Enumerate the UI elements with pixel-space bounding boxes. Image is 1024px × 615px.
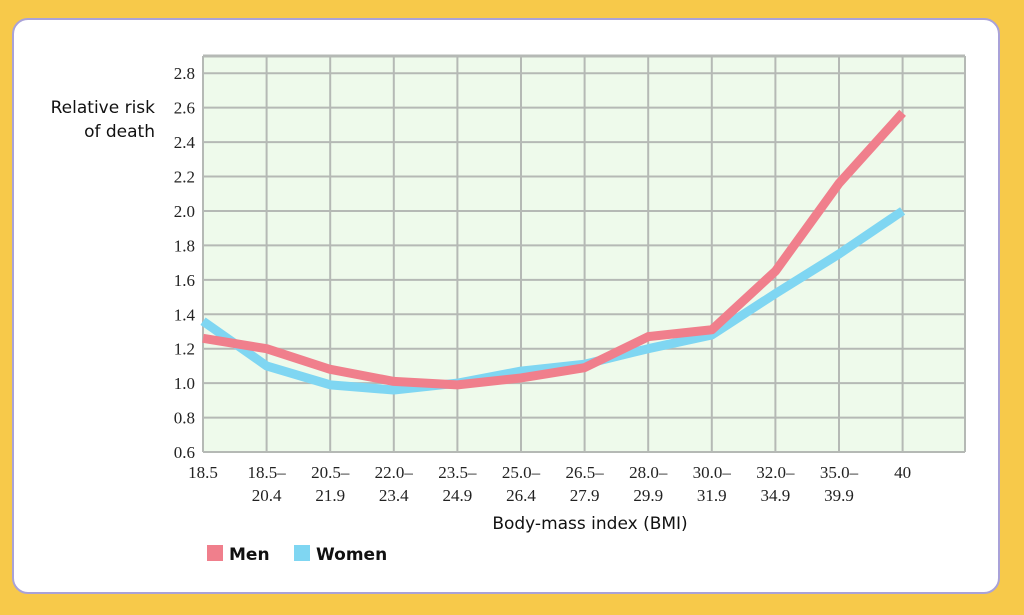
y-tick-label: 1.2 [174, 340, 195, 359]
legend-label-men: Men [229, 545, 270, 565]
y-axis-label-line-2: of death [84, 122, 155, 142]
x-tick-label: 23.5– [438, 463, 477, 482]
y-tick-label: 1.8 [174, 236, 195, 255]
x-tick-label: 32.0– [756, 463, 795, 482]
y-tick-label: 2.4 [174, 133, 196, 152]
y-tick-label: 0.6 [174, 443, 195, 462]
x-tick-label: 31.9 [697, 486, 727, 505]
y-tick-label: 0.8 [174, 409, 195, 428]
y-tick-label: 2.8 [174, 64, 195, 83]
x-tick-label: 30.0– [693, 463, 732, 482]
x-tick-label: 35.0– [820, 463, 859, 482]
x-tick-label: 39.9 [824, 486, 854, 505]
legend-swatch-women [294, 545, 310, 561]
y-axis-label-line-1: Relative risk [51, 98, 156, 118]
x-tick-label: 40 [894, 463, 911, 482]
y-tick-label: 1.0 [174, 374, 195, 393]
legend-swatch-men [207, 545, 223, 561]
x-tick-label: 28.0– [629, 463, 668, 482]
x-tick-label: 20.5– [311, 463, 350, 482]
x-tick-label: 22.0– [375, 463, 414, 482]
series-lines [200, 109, 906, 395]
y-tick-label: 2.0 [174, 202, 195, 221]
x-tick-label: 20.4 [252, 486, 282, 505]
y-tick-label: 1.6 [174, 271, 195, 290]
x-axis-title: Body-mass index (BMI) [492, 514, 687, 534]
x-tick-label: 25.0– [502, 463, 541, 482]
x-tick-label: 24.9 [443, 486, 473, 505]
y-tick-label: 1.4 [174, 305, 196, 324]
x-tick-label: 27.9 [570, 486, 600, 505]
x-tick-label: 23.4 [379, 486, 409, 505]
series-line-women [200, 207, 906, 395]
x-axis-ticks: 18.5 18.5– 20.4 20.5– 21.9 22.0– 23.4 23.5– 24.9… [188, 463, 911, 505]
y-tick-label: 2.2 [174, 168, 195, 187]
x-tick-label: 34.9 [761, 486, 791, 505]
y-tick-label: 2.6 [174, 99, 195, 118]
y-axis-ticks: 0.6 0.8 1.0 1.2 1.4 1.6 1.8 2.0 2.2 2.4 2.6 2.8 [174, 64, 196, 462]
x-tick-label: 18.5 [188, 463, 218, 482]
grid-lines [202, 54, 966, 453]
x-tick-label: 26.5– [565, 463, 604, 482]
series-line-men [202, 109, 906, 390]
x-tick-label: 18.5– [247, 463, 286, 482]
legend-label-women: Women [316, 545, 387, 565]
x-tick-label: 21.9 [315, 486, 345, 505]
x-tick-label: 26.4 [506, 486, 536, 505]
x-tick-label: 29.9 [633, 486, 663, 505]
